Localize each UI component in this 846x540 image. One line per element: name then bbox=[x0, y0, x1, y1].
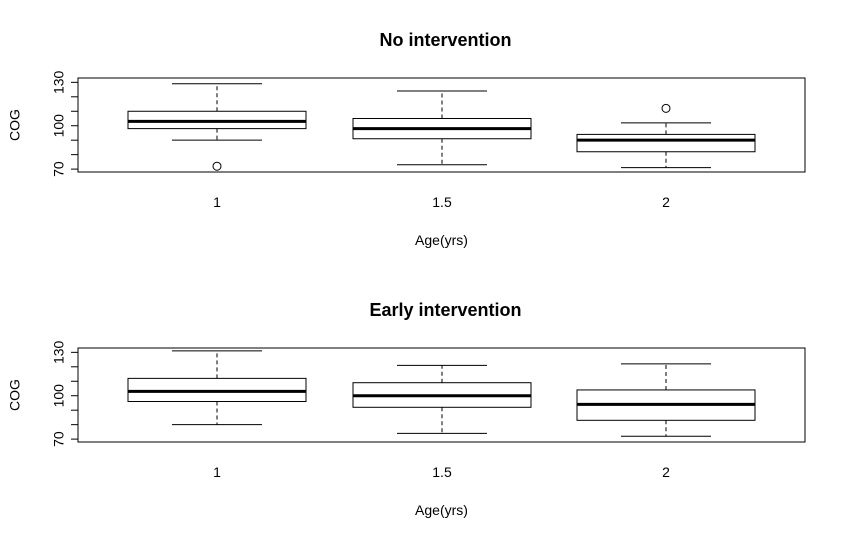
chart-title: Early intervention bbox=[369, 300, 521, 320]
outlier-point bbox=[661, 103, 671, 113]
y-tick-label: 130 bbox=[51, 340, 67, 364]
x-tick-label: 2 bbox=[662, 194, 670, 210]
y-tick-label: 70 bbox=[51, 161, 67, 177]
x-tick-label: 1 bbox=[213, 194, 221, 210]
outlier-point bbox=[212, 161, 222, 171]
box-iqr bbox=[576, 133, 756, 153]
x-tick-label: 1 bbox=[213, 464, 221, 480]
x-axis-label: Age(yrs) bbox=[415, 232, 468, 248]
y-axis-label: COG bbox=[7, 109, 23, 141]
y-axis-label: COG bbox=[7, 379, 23, 411]
x-axis-label: Age(yrs) bbox=[415, 502, 468, 518]
y-tick-label: 100 bbox=[51, 114, 67, 138]
y-tick-label: 130 bbox=[51, 70, 67, 94]
y-tick-label: 100 bbox=[51, 384, 67, 408]
x-tick-label: 1.5 bbox=[432, 194, 452, 210]
y-tick-label: 70 bbox=[51, 431, 67, 447]
chart-title: No intervention bbox=[379, 30, 511, 50]
x-tick-label: 2 bbox=[662, 464, 670, 480]
x-tick-label: 1.5 bbox=[432, 464, 452, 480]
